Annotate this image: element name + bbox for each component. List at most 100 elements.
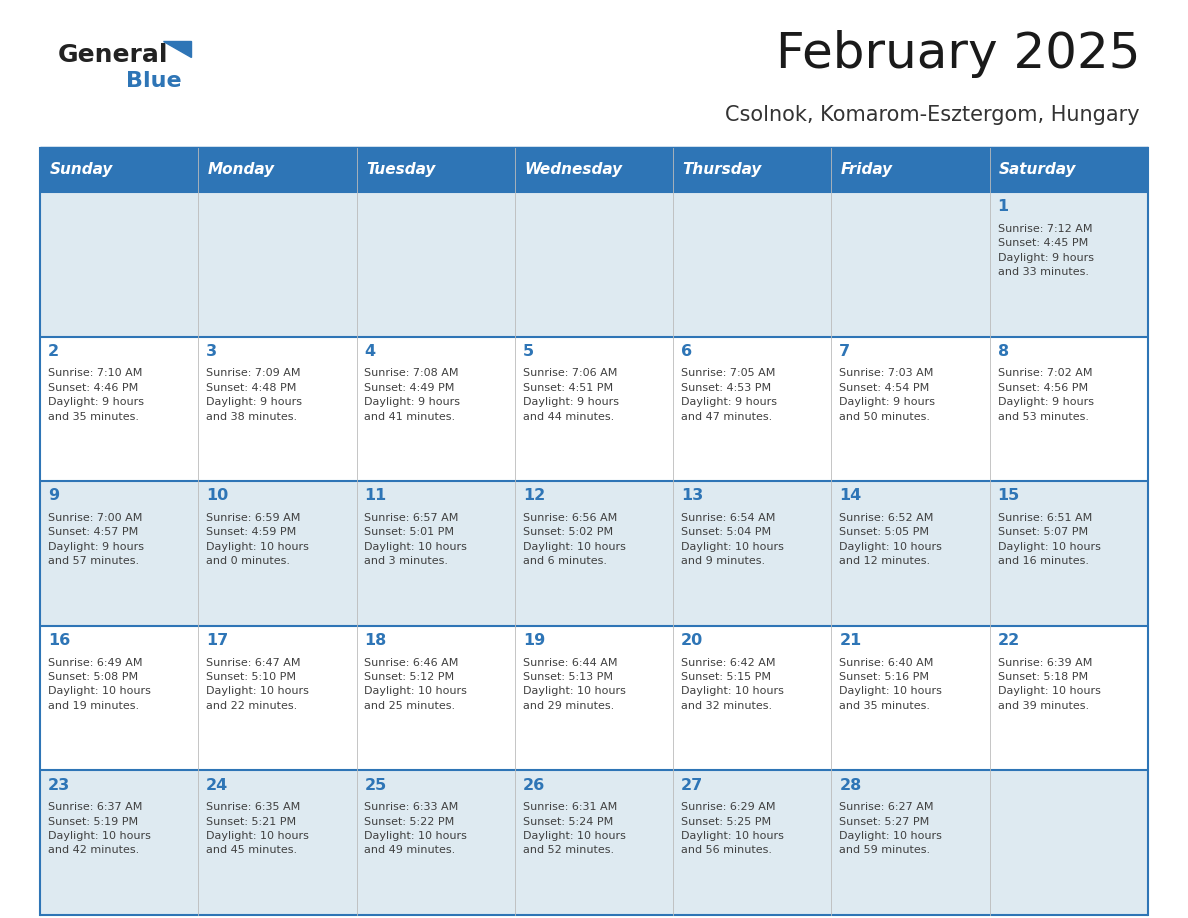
- Text: Sunrise: 7:08 AM
Sunset: 4:49 PM
Daylight: 9 hours
and 41 minutes.: Sunrise: 7:08 AM Sunset: 4:49 PM Dayligh…: [365, 368, 461, 421]
- Text: Thursday: Thursday: [683, 162, 762, 177]
- Bar: [40, 148, 198, 192]
- Text: 20: 20: [681, 633, 703, 648]
- Text: Sunrise: 6:59 AM
Sunset: 4:59 PM
Daylight: 10 hours
and 0 minutes.: Sunrise: 6:59 AM Sunset: 4:59 PM Dayligh…: [207, 513, 309, 566]
- Bar: [198, 770, 356, 915]
- Bar: [198, 626, 356, 770]
- Bar: [832, 337, 990, 481]
- Text: Sunrise: 6:57 AM
Sunset: 5:01 PM
Daylight: 10 hours
and 3 minutes.: Sunrise: 6:57 AM Sunset: 5:01 PM Dayligh…: [365, 513, 467, 566]
- Text: Friday: Friday: [841, 162, 893, 177]
- Text: 18: 18: [365, 633, 387, 648]
- Bar: [356, 770, 514, 915]
- Bar: [674, 148, 832, 192]
- Text: 10: 10: [207, 488, 228, 503]
- Text: Sunrise: 6:29 AM
Sunset: 5:25 PM
Daylight: 10 hours
and 56 minutes.: Sunrise: 6:29 AM Sunset: 5:25 PM Dayligh…: [681, 802, 784, 856]
- Text: Sunrise: 6:44 AM
Sunset: 5:13 PM
Daylight: 10 hours
and 29 minutes.: Sunrise: 6:44 AM Sunset: 5:13 PM Dayligh…: [523, 657, 626, 711]
- Bar: [514, 192, 674, 337]
- Text: Sunrise: 6:52 AM
Sunset: 5:05 PM
Daylight: 10 hours
and 12 minutes.: Sunrise: 6:52 AM Sunset: 5:05 PM Dayligh…: [840, 513, 942, 566]
- Text: Sunrise: 6:49 AM
Sunset: 5:08 PM
Daylight: 10 hours
and 19 minutes.: Sunrise: 6:49 AM Sunset: 5:08 PM Dayligh…: [48, 657, 151, 711]
- Text: Sunrise: 7:03 AM
Sunset: 4:54 PM
Daylight: 9 hours
and 50 minutes.: Sunrise: 7:03 AM Sunset: 4:54 PM Dayligh…: [840, 368, 935, 421]
- Bar: [40, 626, 198, 770]
- Text: Tuesday: Tuesday: [366, 162, 436, 177]
- Bar: [990, 626, 1148, 770]
- Text: 4: 4: [365, 344, 375, 359]
- Text: Sunrise: 6:33 AM
Sunset: 5:22 PM
Daylight: 10 hours
and 49 minutes.: Sunrise: 6:33 AM Sunset: 5:22 PM Dayligh…: [365, 802, 467, 856]
- Text: 15: 15: [998, 488, 1019, 503]
- Text: Sunrise: 6:39 AM
Sunset: 5:18 PM
Daylight: 10 hours
and 39 minutes.: Sunrise: 6:39 AM Sunset: 5:18 PM Dayligh…: [998, 657, 1100, 711]
- Text: Wednesday: Wednesday: [524, 162, 623, 177]
- Text: Sunrise: 7:05 AM
Sunset: 4:53 PM
Daylight: 9 hours
and 47 minutes.: Sunrise: 7:05 AM Sunset: 4:53 PM Dayligh…: [681, 368, 777, 421]
- Bar: [990, 192, 1148, 337]
- Bar: [514, 626, 674, 770]
- Text: Sunrise: 6:27 AM
Sunset: 5:27 PM
Daylight: 10 hours
and 59 minutes.: Sunrise: 6:27 AM Sunset: 5:27 PM Dayligh…: [840, 802, 942, 856]
- Bar: [990, 770, 1148, 915]
- Bar: [514, 148, 674, 192]
- Bar: [40, 770, 198, 915]
- Bar: [832, 148, 990, 192]
- Bar: [40, 192, 198, 337]
- Text: Sunrise: 7:12 AM
Sunset: 4:45 PM
Daylight: 9 hours
and 33 minutes.: Sunrise: 7:12 AM Sunset: 4:45 PM Dayligh…: [998, 224, 1094, 277]
- Text: Sunrise: 6:56 AM
Sunset: 5:02 PM
Daylight: 10 hours
and 6 minutes.: Sunrise: 6:56 AM Sunset: 5:02 PM Dayligh…: [523, 513, 626, 566]
- Bar: [198, 148, 356, 192]
- Bar: [990, 148, 1148, 192]
- Text: 28: 28: [840, 778, 861, 792]
- Bar: [356, 192, 514, 337]
- Text: 7: 7: [840, 344, 851, 359]
- Bar: [40, 481, 198, 626]
- Bar: [40, 337, 198, 481]
- Text: Csolnok, Komarom-Esztergom, Hungary: Csolnok, Komarom-Esztergom, Hungary: [726, 105, 1140, 125]
- Bar: [674, 770, 832, 915]
- Bar: [198, 337, 356, 481]
- Text: Sunrise: 6:54 AM
Sunset: 5:04 PM
Daylight: 10 hours
and 9 minutes.: Sunrise: 6:54 AM Sunset: 5:04 PM Dayligh…: [681, 513, 784, 566]
- Text: 16: 16: [48, 633, 70, 648]
- Text: 25: 25: [365, 778, 387, 792]
- Text: 26: 26: [523, 778, 545, 792]
- Bar: [832, 192, 990, 337]
- Text: Sunrise: 6:42 AM
Sunset: 5:15 PM
Daylight: 10 hours
and 32 minutes.: Sunrise: 6:42 AM Sunset: 5:15 PM Dayligh…: [681, 657, 784, 711]
- Bar: [674, 481, 832, 626]
- Text: 24: 24: [207, 778, 228, 792]
- Text: Sunrise: 6:46 AM
Sunset: 5:12 PM
Daylight: 10 hours
and 25 minutes.: Sunrise: 6:46 AM Sunset: 5:12 PM Dayligh…: [365, 657, 467, 711]
- Bar: [356, 626, 514, 770]
- Text: Sunrise: 7:09 AM
Sunset: 4:48 PM
Daylight: 9 hours
and 38 minutes.: Sunrise: 7:09 AM Sunset: 4:48 PM Dayligh…: [207, 368, 302, 421]
- Bar: [832, 626, 990, 770]
- Text: 14: 14: [840, 488, 861, 503]
- Text: Sunrise: 6:35 AM
Sunset: 5:21 PM
Daylight: 10 hours
and 45 minutes.: Sunrise: 6:35 AM Sunset: 5:21 PM Dayligh…: [207, 802, 309, 856]
- Bar: [514, 770, 674, 915]
- Bar: [356, 337, 514, 481]
- Text: 12: 12: [523, 488, 545, 503]
- Bar: [356, 148, 514, 192]
- Text: Saturday: Saturday: [999, 162, 1076, 177]
- Text: 23: 23: [48, 778, 70, 792]
- Text: Sunrise: 7:02 AM
Sunset: 4:56 PM
Daylight: 9 hours
and 53 minutes.: Sunrise: 7:02 AM Sunset: 4:56 PM Dayligh…: [998, 368, 1094, 421]
- Text: Monday: Monday: [208, 162, 274, 177]
- Text: Sunrise: 7:06 AM
Sunset: 4:51 PM
Daylight: 9 hours
and 44 minutes.: Sunrise: 7:06 AM Sunset: 4:51 PM Dayligh…: [523, 368, 619, 421]
- Text: Sunrise: 7:00 AM
Sunset: 4:57 PM
Daylight: 9 hours
and 57 minutes.: Sunrise: 7:00 AM Sunset: 4:57 PM Dayligh…: [48, 513, 144, 566]
- Text: 3: 3: [207, 344, 217, 359]
- Bar: [198, 481, 356, 626]
- Text: 1: 1: [998, 199, 1009, 214]
- Text: Sunrise: 6:37 AM
Sunset: 5:19 PM
Daylight: 10 hours
and 42 minutes.: Sunrise: 6:37 AM Sunset: 5:19 PM Dayligh…: [48, 802, 151, 856]
- Text: 11: 11: [365, 488, 387, 503]
- Text: 22: 22: [998, 633, 1019, 648]
- Text: 27: 27: [681, 778, 703, 792]
- Text: General: General: [58, 43, 169, 67]
- Text: 2: 2: [48, 344, 59, 359]
- Text: Sunday: Sunday: [50, 162, 113, 177]
- Text: 5: 5: [523, 344, 533, 359]
- Text: 8: 8: [998, 344, 1009, 359]
- Bar: [674, 192, 832, 337]
- Text: Sunrise: 6:51 AM
Sunset: 5:07 PM
Daylight: 10 hours
and 16 minutes.: Sunrise: 6:51 AM Sunset: 5:07 PM Dayligh…: [998, 513, 1100, 566]
- Text: 19: 19: [523, 633, 545, 648]
- Text: Blue: Blue: [126, 71, 182, 91]
- Text: Sunrise: 6:47 AM
Sunset: 5:10 PM
Daylight: 10 hours
and 22 minutes.: Sunrise: 6:47 AM Sunset: 5:10 PM Dayligh…: [207, 657, 309, 711]
- Bar: [356, 481, 514, 626]
- Text: 17: 17: [207, 633, 228, 648]
- Text: Sunrise: 6:31 AM
Sunset: 5:24 PM
Daylight: 10 hours
and 52 minutes.: Sunrise: 6:31 AM Sunset: 5:24 PM Dayligh…: [523, 802, 626, 856]
- Text: 21: 21: [840, 633, 861, 648]
- Bar: [832, 481, 990, 626]
- Bar: [674, 337, 832, 481]
- Bar: [514, 337, 674, 481]
- Text: 9: 9: [48, 488, 59, 503]
- Bar: [832, 770, 990, 915]
- Text: Sunrise: 6:40 AM
Sunset: 5:16 PM
Daylight: 10 hours
and 35 minutes.: Sunrise: 6:40 AM Sunset: 5:16 PM Dayligh…: [840, 657, 942, 711]
